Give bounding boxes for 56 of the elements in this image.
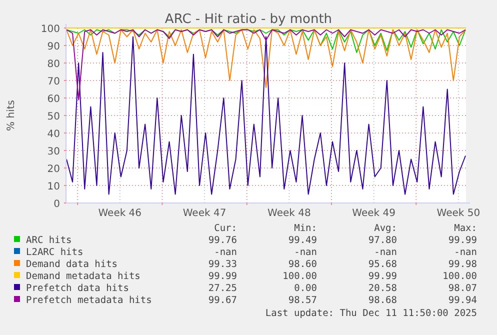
text: 0.00 [294, 283, 318, 294]
x-tick-label: Week 48 [268, 208, 311, 219]
y-tick-label: 60 [47, 94, 60, 105]
text: -nan [374, 247, 397, 258]
text: Avg: [374, 223, 397, 234]
y-tick-label: 30 [47, 146, 60, 158]
text: 97.80 [368, 235, 398, 246]
text: -nan [454, 247, 477, 258]
text: 99.33 [208, 259, 237, 270]
text: 98.60 [288, 259, 318, 270]
legend-label: Prefetch metadata hits [26, 295, 152, 306]
legend-label: Demand data hits [26, 259, 118, 270]
text: -nan [294, 247, 317, 258]
text: 95.68 [368, 259, 398, 270]
y-tick-label: 50 [47, 112, 60, 122]
text: Last update: Thu Dec 11 11:50:00 2025 [265, 308, 477, 319]
text: 99.99 [368, 271, 398, 282]
y-tick-label: 20 [47, 164, 60, 175]
text: 27.25 [208, 283, 237, 294]
text: 98.68 [368, 295, 398, 306]
y-tick-label: 0 [54, 199, 60, 210]
x-tick-label: Week 50 [436, 208, 480, 219]
y-tick-label: 70 [47, 76, 60, 88]
x-tick-label: Week 47 [182, 208, 226, 219]
text: 20.58 [368, 283, 398, 294]
line-series [66, 36, 466, 195]
legend-label: L2ARC hits [26, 247, 84, 258]
chart-title: ARC - Hit ratio - by month [164, 12, 332, 27]
text: 99.99 [448, 235, 478, 246]
text: Max: [454, 223, 477, 234]
y-axis-title: % hits [6, 100, 17, 131]
y-tick-label: 80 [47, 59, 60, 70]
legend-label: ARC hits [26, 235, 72, 246]
text: 99.49 [288, 235, 318, 246]
line-series [66, 29, 466, 88]
x-tick-label: Week 46 [98, 208, 142, 219]
line-series [66, 29, 466, 100]
x-tick-label: Week 49 [352, 208, 396, 219]
text: 99.99 [208, 271, 238, 282]
text: Cur: [214, 223, 237, 234]
y-tick-label: 90 [47, 42, 60, 52]
text: 99.67 [208, 295, 237, 306]
text: 99.98 [448, 259, 478, 270]
text: 100.00 [282, 271, 318, 282]
y-tick-label: 40 [47, 129, 60, 140]
legend-label: Demand metadata hits [26, 271, 140, 282]
text: 100.00 [442, 271, 478, 282]
text: Min: [294, 223, 317, 234]
legend-label: Prefetch data hits [26, 283, 129, 294]
text: -nan [214, 247, 237, 258]
y-tick-label: 10 [47, 182, 60, 192]
text: 99.94 [448, 295, 478, 306]
text: 98.07 [448, 283, 477, 294]
text: 98.57 [288, 295, 317, 306]
y-tick-label: 100 [40, 24, 60, 35]
text: 99.76 [208, 235, 238, 246]
